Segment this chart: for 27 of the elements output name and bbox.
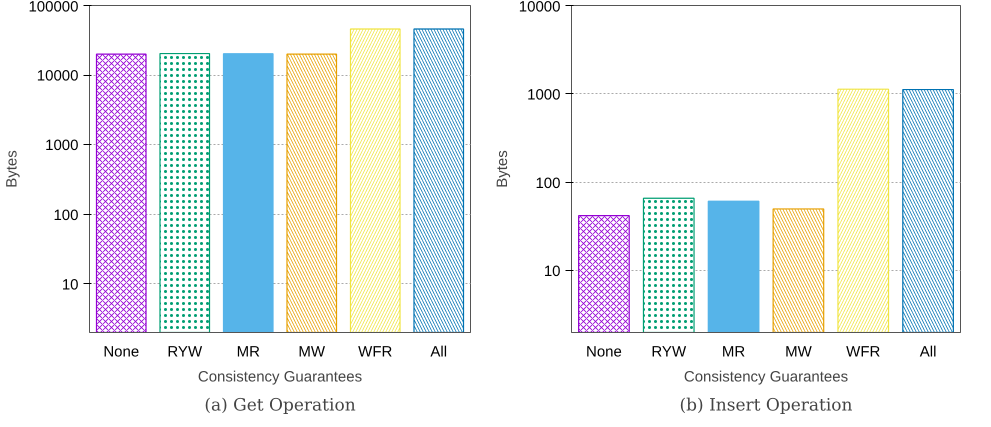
y-tick-label: 100 [53,206,79,224]
x-tick-label: WFR [846,344,880,360]
x-tick-label: MR [722,344,746,360]
text: (a) Get Operation [204,396,356,416]
x-axis-title: Consistency Guarantees [684,368,848,386]
x-tick-label: MW [298,344,326,360]
x-tick-label: WFR [358,344,392,360]
y-tick-label: 1000 [45,137,79,154]
y-tick-label: 100 [535,174,561,192]
y-axis-title: Bytes [3,150,20,188]
y-tick-label: 100000 [28,0,79,16]
y-axis-title: Bytes [494,150,511,188]
x-tick-label: MR [236,344,260,360]
x-tick-label: None [103,344,140,360]
x-axis-title: Consistency Guarantees [198,368,362,386]
y-tick-label: 1000 [527,86,561,104]
y-tick-label: 10000 [36,68,79,85]
text: (b) Insert Operation [680,396,853,416]
y-tick-label: 10000 [518,0,561,16]
y-tick-label: 10 [544,263,561,280]
x-tick-label: All [920,344,936,360]
y-tick-label: 10 [62,276,79,294]
x-tick-label: RYW [167,344,203,360]
x-tick-label: All [430,344,448,360]
x-tick-label: MW [785,344,813,360]
x-tick-label: None [586,344,622,360]
x-tick-label: RYW [651,344,687,360]
